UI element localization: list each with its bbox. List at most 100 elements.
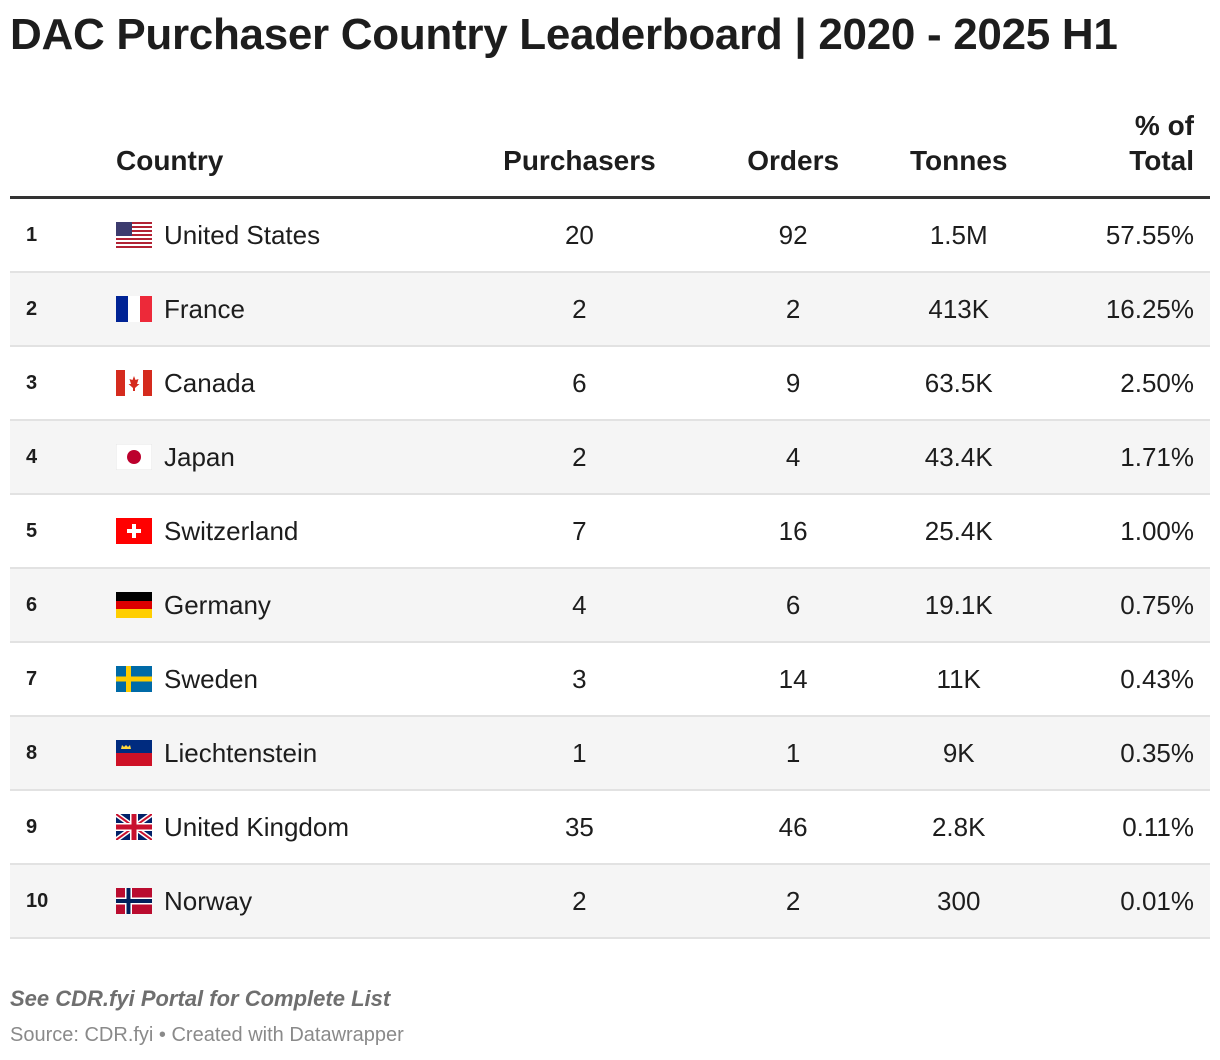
footer-source: Source: CDR.fyi • Created with Datawrapp… [10, 1024, 404, 1046]
purchasers-cell: 3 [446, 642, 713, 717]
pct-total-cell: 0.35% [1044, 716, 1210, 791]
table-row: 6 Germany 4 6 19.1K 0.75% [10, 568, 1210, 643]
chart-title: DAC Purchaser Country Leaderboard | 2020… [10, 10, 1118, 59]
flag-us-icon [116, 222, 152, 248]
pct-total-cell: 0.75% [1044, 568, 1210, 643]
country-cell: Canada [116, 346, 446, 421]
pct-total-cell: 1.00% [1044, 494, 1210, 569]
header-pct-line1: % of [1134, 110, 1194, 141]
table-row: 1 United States 20 92 1.5M 57.55% [10, 197, 1210, 273]
table-row: 10 Norway 2 2 300 0.01% [10, 864, 1210, 939]
purchasers-cell: 35 [446, 790, 713, 865]
rank-cell: 1 [10, 197, 116, 273]
rank-cell: 6 [10, 568, 116, 643]
pct-total-cell: 57.55% [1044, 197, 1210, 273]
flag-li-icon [116, 740, 152, 766]
purchasers-cell: 1 [446, 716, 713, 791]
purchasers-cell: 7 [446, 494, 713, 569]
rank-cell: 4 [10, 420, 116, 495]
header-rank [10, 108, 116, 198]
pct-total-cell: 16.25% [1044, 272, 1210, 347]
rank-cell: 9 [10, 790, 116, 865]
purchasers-cell: 2 [446, 420, 713, 495]
tonnes-cell: 63.5K [873, 346, 1044, 421]
country-name: Switzerland [164, 515, 299, 546]
purchasers-cell: 2 [446, 272, 713, 347]
tonnes-cell: 1.5M [873, 197, 1044, 273]
flag-gb-icon [116, 814, 152, 840]
tonnes-cell: 43.4K [873, 420, 1044, 495]
tonnes-cell: 11K [873, 642, 1044, 717]
orders-cell: 1 [712, 716, 874, 791]
country-cell: United States [116, 197, 446, 273]
orders-cell: 9 [712, 346, 874, 421]
orders-cell: 46 [712, 790, 874, 865]
leaderboard-table: Country Purchasers Orders Tonnes % of Tot… [10, 108, 1210, 939]
country-cell: Norway [116, 864, 446, 939]
rank-cell: 2 [10, 272, 116, 347]
tonnes-cell: 300 [873, 864, 1044, 939]
table-row: 2 France 2 2 413K 16.25% [10, 272, 1210, 347]
rank-cell: 10 [10, 864, 116, 939]
table-row: 3 Canada 6 9 63.5K 2.50% [10, 346, 1210, 421]
header-country: Country [116, 145, 224, 176]
orders-cell: 4 [712, 420, 874, 495]
tonnes-cell: 413K [873, 272, 1044, 347]
header-pct-total: % of Total [1044, 108, 1210, 198]
orders-cell: 92 [712, 197, 874, 273]
country-name: Liechtenstein [164, 737, 318, 768]
flag-de-icon [116, 592, 152, 618]
country-cell: Switzerland [116, 494, 446, 569]
purchasers-cell: 20 [446, 197, 713, 273]
table-row: 7 Sweden 3 14 11K 0.43% [10, 642, 1210, 717]
header-orders: Orders [747, 145, 840, 176]
country-cell: Japan [116, 420, 446, 495]
orders-cell: 16 [712, 494, 874, 569]
purchasers-cell: 6 [446, 346, 713, 421]
header-tonnes: Tonnes [909, 145, 1008, 176]
orders-cell: 2 [712, 864, 874, 939]
header-purchasers: Purchasers [503, 145, 656, 176]
tonnes-cell: 2.8K [873, 790, 1044, 865]
tonnes-cell: 9K [873, 716, 1044, 791]
footer-note: See CDR.fyi Portal for Complete List [10, 986, 391, 1011]
country-name: France [164, 293, 245, 324]
country-name: Canada [164, 367, 256, 398]
country-name: Japan [164, 441, 235, 472]
pct-total-cell: 0.01% [1044, 864, 1210, 939]
country-cell: United Kingdom [116, 790, 446, 865]
header-pct-line2: Total [1129, 145, 1194, 176]
table-body: 1 United States 20 92 1.5M 57.55% 2 France 2 2 413… [10, 197, 1210, 939]
orders-cell: 6 [712, 568, 874, 643]
table-row: 8 Liechtenstein 1 1 9K 0.35% [10, 716, 1210, 791]
flag-ca-icon [116, 370, 152, 396]
rank-cell: 5 [10, 494, 116, 569]
flag-fr-icon [116, 296, 152, 322]
pct-total-cell: 0.11% [1044, 790, 1210, 865]
header-row: Country Purchasers Orders Tonnes % of Tot… [10, 108, 1210, 198]
country-name: United Kingdom [164, 811, 349, 842]
table-row: 5 Switzerland 7 16 25.4K 1.00% [10, 494, 1210, 569]
purchasers-cell: 2 [446, 864, 713, 939]
orders-cell: 14 [712, 642, 874, 717]
country-name: Germany [164, 589, 271, 620]
country-cell: France [116, 272, 446, 347]
table-row: 9 United Kingdom 35 46 2.8K 0.11% [10, 790, 1210, 865]
pct-total-cell: 0.43% [1044, 642, 1210, 717]
flag-ch-icon [116, 518, 152, 544]
pct-total-cell: 1.71% [1044, 420, 1210, 495]
pct-total-cell: 2.50% [1044, 346, 1210, 421]
flag-jp-icon [116, 444, 152, 470]
table-row: 4 Japan 2 4 43.4K 1.71% [10, 420, 1210, 495]
country-cell: Sweden [116, 642, 446, 717]
country-cell: Liechtenstein [116, 716, 446, 791]
rank-cell: 7 [10, 642, 116, 717]
country-name: United States [164, 219, 321, 250]
orders-cell: 2 [712, 272, 874, 347]
country-cell: Germany [116, 568, 446, 643]
country-name: Norway [164, 885, 253, 916]
rank-cell: 8 [10, 716, 116, 791]
country-name: Sweden [164, 663, 258, 694]
flag-se-icon [116, 666, 152, 692]
tonnes-cell: 19.1K [873, 568, 1044, 643]
